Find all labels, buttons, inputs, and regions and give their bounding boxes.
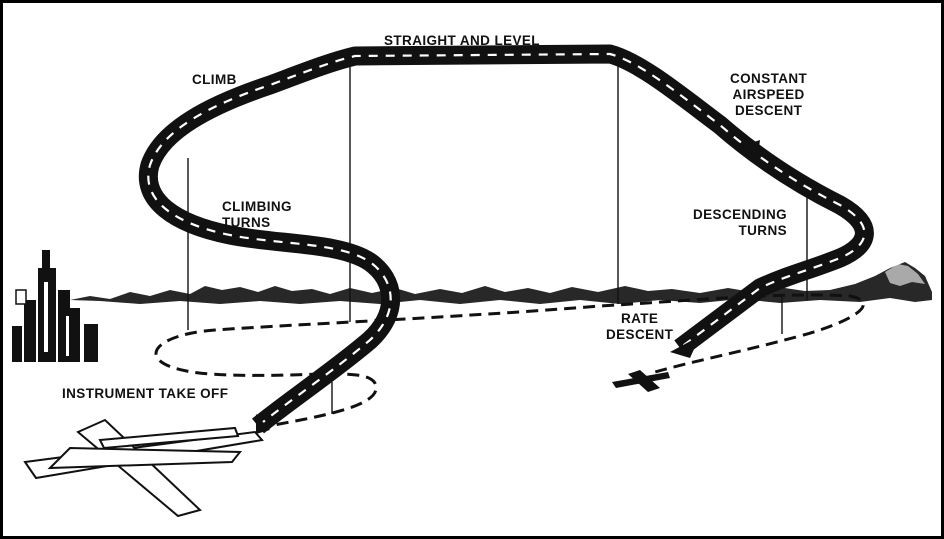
label-line: TURNS (222, 215, 271, 230)
label-line: DESCENT (734, 103, 803, 118)
label-constant-airspeed-descent: CONSTANT AIRSPEED DESCENT (730, 71, 807, 119)
label-rate-descent: RATE DESCENT (606, 311, 673, 343)
label-climbing-turns: CLIMBING TURNS (222, 199, 292, 231)
runway-icon (23, 418, 264, 518)
label-line: DESCENT (606, 327, 674, 342)
ground-track-dashed (154, 293, 865, 430)
label-climb: CLIMB (192, 72, 237, 87)
label-line: AIRSPEED (732, 87, 805, 102)
label-straight-and-level: STRAIGHT AND LEVEL (384, 33, 540, 48)
label-line: TURNS (738, 223, 788, 238)
mountain-range-icon (70, 262, 932, 304)
label-line: CLIMBING (222, 199, 292, 214)
direction-arrows (256, 140, 760, 434)
label-line: DESCENDING (693, 207, 788, 222)
altitude-reference-lines (187, 58, 808, 414)
label-line: RATE (620, 311, 659, 326)
city-skyline-icon (12, 250, 98, 362)
airplane-icon (612, 370, 670, 392)
label-line: CONSTANT (730, 71, 808, 86)
label-instrument-take-off: INSTRUMENT TAKE OFF (62, 386, 229, 401)
label-descending-turns: DESCENDING TURNS (693, 207, 787, 239)
